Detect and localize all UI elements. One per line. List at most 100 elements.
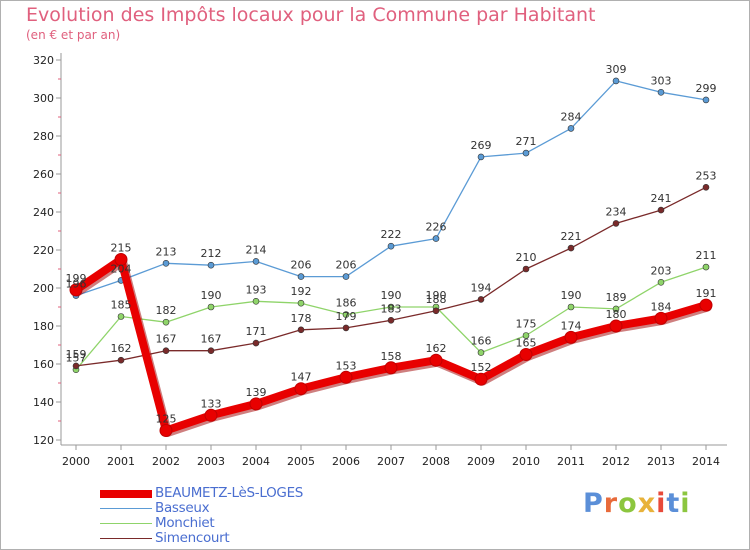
x-tick-label: 2009 [467, 455, 495, 468]
data-point [702, 263, 710, 271]
data-point [657, 89, 665, 96]
data-point [339, 370, 353, 384]
data-point [117, 356, 125, 364]
data-label: 215 [111, 242, 132, 255]
data-point [567, 244, 575, 252]
x-tick-label: 2005 [287, 455, 315, 468]
x-tick-label: 2014 [692, 455, 720, 468]
data-point [162, 347, 170, 355]
data-point [609, 319, 623, 333]
data-label: 152 [471, 361, 492, 374]
data-label: 186 [336, 297, 357, 310]
data-point [342, 311, 350, 318]
data-label: 214 [246, 243, 267, 256]
x-tick-label: 2003 [197, 455, 225, 468]
logo-letter: x [637, 488, 657, 519]
legend-item-beaumetz: BEAUMETZ-LèS-LOGES [100, 486, 303, 501]
data-point [162, 259, 170, 267]
data-point [387, 303, 395, 311]
data-label: 158 [381, 350, 402, 363]
data-point [522, 149, 530, 157]
data-point [429, 353, 443, 367]
data-point [252, 258, 260, 265]
data-point [567, 125, 575, 132]
data-label: 211 [696, 249, 717, 262]
legend-label-beaumetz: BEAUMETZ-LèS-LOGES [155, 485, 304, 501]
y-tick-label: 300 [33, 92, 54, 105]
data-label: 241 [651, 192, 672, 205]
data-label: 162 [426, 342, 447, 355]
data-label: 180 [606, 308, 627, 321]
data-point [384, 361, 398, 375]
data-label: 179 [336, 310, 357, 323]
data-point [72, 362, 80, 370]
data-point [207, 303, 215, 311]
x-tick-label: 2012 [602, 455, 630, 468]
data-label: 199 [66, 272, 87, 285]
data-label: 253 [696, 169, 717, 182]
y-tick-label: 260 [33, 168, 54, 181]
y-tick-label: 120 [33, 434, 54, 447]
legend-label-basseux: Basseux [155, 500, 210, 516]
legend-swatch-monchiet [100, 523, 152, 524]
data-label: 213 [156, 245, 177, 258]
logo-letter: i [656, 488, 667, 519]
data-label: 190 [381, 289, 402, 302]
data-label: 234 [606, 205, 627, 218]
data-label: 184 [651, 300, 672, 313]
legend-swatch-basseux [100, 508, 152, 509]
data-label: 133 [201, 397, 222, 410]
data-point [294, 382, 308, 396]
data-point [162, 318, 170, 326]
data-label: 206 [336, 259, 357, 272]
data-label: 269 [471, 139, 492, 152]
chart-title: Evolution des Impôts locaux pour la Comm… [26, 4, 596, 26]
data-label: 309 [606, 63, 627, 76]
data-point [297, 299, 305, 307]
legend-swatch-beaumetz [100, 489, 152, 498]
data-label: 192 [291, 285, 312, 298]
data-point [657, 278, 665, 286]
legend-swatch-simencourt [100, 538, 152, 539]
data-point [114, 253, 128, 266]
data-label: 196 [66, 278, 87, 291]
y-tick-label: 160 [33, 358, 54, 371]
y-tick-label: 180 [33, 320, 54, 333]
data-label: 153 [336, 359, 357, 372]
data-point [297, 273, 305, 280]
data-label: 159 [66, 348, 87, 361]
data-label: 157 [66, 352, 87, 365]
x-tick-label: 2000 [62, 455, 90, 468]
data-label: 191 [696, 287, 717, 300]
data-label: 226 [426, 221, 447, 234]
data-point [654, 311, 668, 325]
data-label: 188 [426, 293, 447, 306]
x-tick-label: 2002 [152, 455, 180, 468]
data-point [612, 220, 620, 227]
data-label: 166 [471, 335, 492, 348]
data-label: 125 [156, 413, 177, 426]
data-point [702, 96, 710, 104]
data-point [69, 283, 83, 297]
data-point [207, 347, 215, 355]
data-label: 185 [111, 299, 132, 312]
x-tick-label: 2010 [512, 455, 540, 468]
data-label: 204 [111, 262, 132, 275]
data-point [477, 349, 485, 356]
logo-letter: r [603, 488, 619, 519]
legend: BEAUMETZ-LèS-LOGES Basseux Monchiet Sime… [100, 486, 303, 546]
data-point [474, 372, 488, 386]
chart-subtitle: (en € et par an) [26, 28, 121, 42]
logo-letter: o [618, 488, 638, 519]
y-tick-label: 240 [33, 206, 54, 219]
legend-item-monchiet: Monchiet [100, 516, 303, 531]
data-point [432, 307, 440, 315]
data-label: 183 [381, 302, 402, 315]
data-label: 167 [156, 333, 177, 346]
data-label: 139 [246, 386, 267, 399]
data-label: 147 [291, 371, 312, 384]
data-point [342, 273, 350, 280]
proxiti-logo: Proxiti [583, 488, 691, 519]
data-point [519, 348, 533, 361]
data-label: 203 [651, 264, 672, 277]
